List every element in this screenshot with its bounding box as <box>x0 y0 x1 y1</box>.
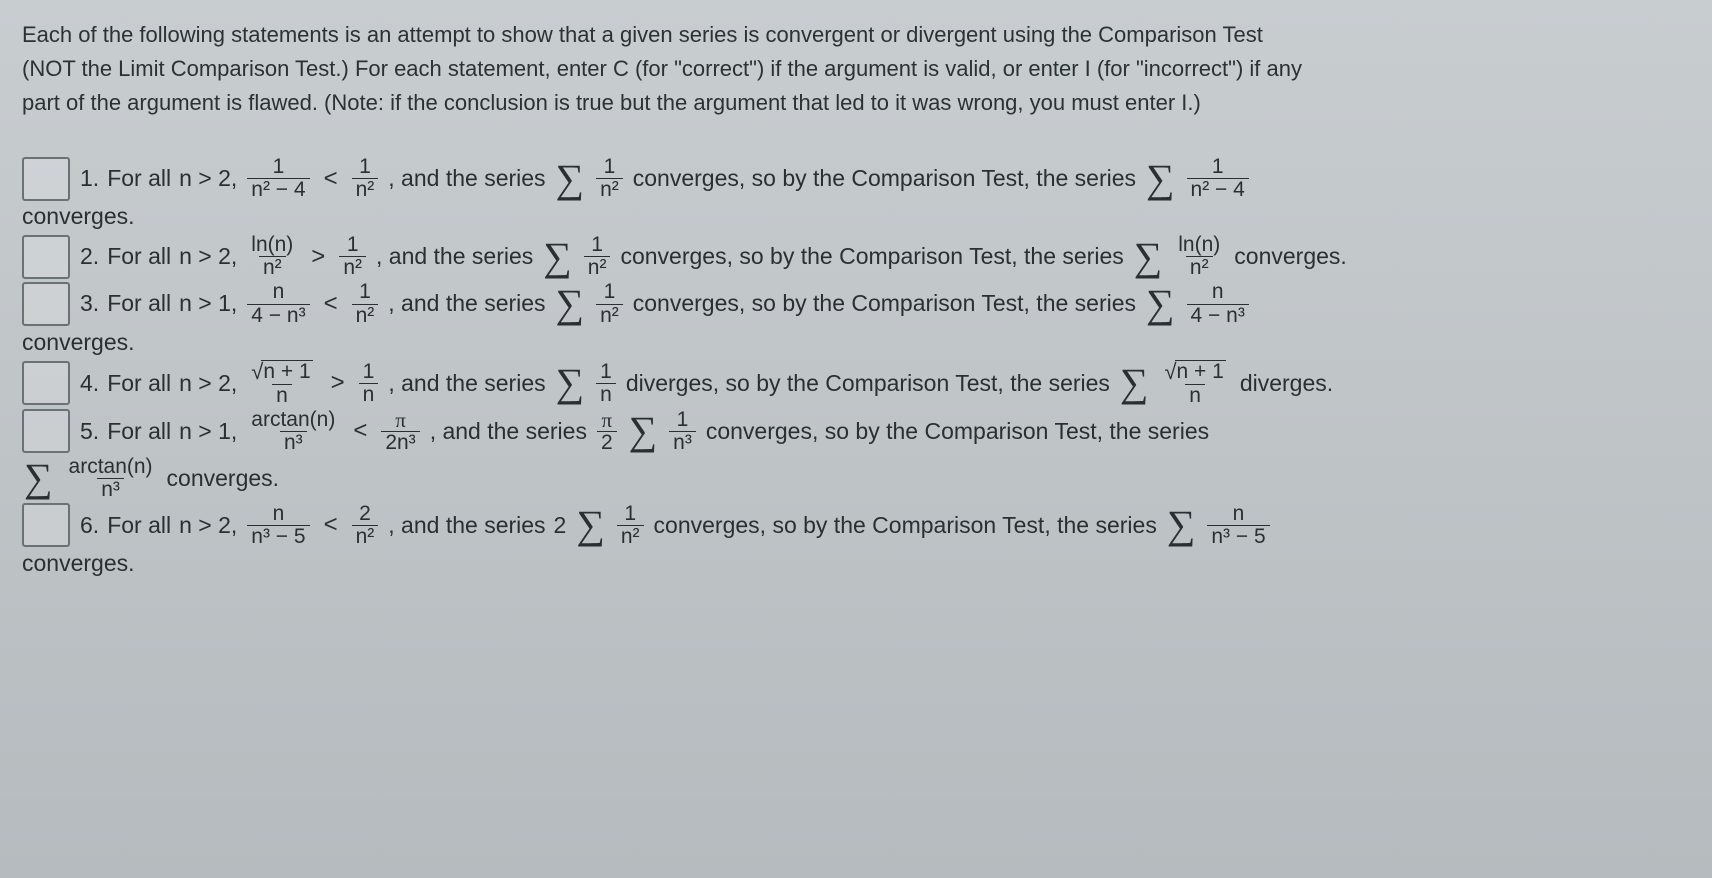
trail-inline: diverges. <box>1240 368 1333 399</box>
problem-3: 3. For all n > 1, n4 − n³ < 1n² , and th… <box>22 281 1690 326</box>
target-fraction: arctan(n)n³ <box>65 456 157 501</box>
answer-input-4[interactable] <box>22 361 70 405</box>
for-all-label: For all <box>107 416 171 447</box>
relation: < <box>324 163 338 195</box>
sigma-icon: ∑ <box>629 413 658 449</box>
problem-number: 4. <box>80 368 99 399</box>
lhs-fraction: 1n² − 4 <box>247 156 309 201</box>
verdict-label: converges, so by the Comparison Test, th… <box>633 288 1136 319</box>
answer-input-2[interactable] <box>22 235 70 279</box>
verdict-label: converges, so by the Comparison Test, th… <box>633 163 1136 194</box>
verdict-label: diverges, so by the Comparison Test, the… <box>626 368 1110 399</box>
problem-list: 1. For all n > 2, 1n² − 4 < 1n² , and th… <box>22 156 1690 577</box>
problem-number: 3. <box>80 288 99 319</box>
sigma-icon: ∑ <box>556 286 585 322</box>
pre-fraction: π2 <box>597 409 617 454</box>
and-series-label: , and the series <box>430 416 587 447</box>
verdict-label: converges, so by the Comparison Test, th… <box>620 241 1123 272</box>
rhs-fraction: π2n³ <box>381 409 419 454</box>
relation: > <box>331 367 345 399</box>
rhs-fraction: 1n² <box>339 234 366 279</box>
sigma-icon: ∑ <box>576 507 605 543</box>
for-all-label: For all <box>107 368 171 399</box>
target-fraction: ln(n)n² <box>1174 234 1224 279</box>
problem-6: 6. For all n > 2, nn³ − 5 < 2n² , and th… <box>22 503 1690 548</box>
sigma-icon: ∑ <box>1146 161 1175 197</box>
problem-number: 6. <box>80 510 99 541</box>
target-fraction: n + 1n <box>1160 360 1229 407</box>
rhs-fraction: 1n² <box>352 281 379 326</box>
problem-1: 1. For all n > 2, 1n² − 4 < 1n² , and th… <box>22 156 1690 201</box>
domain: n > 2, <box>179 510 237 541</box>
answer-input-5[interactable] <box>22 409 70 453</box>
lhs-fraction: n4 − n³ <box>247 281 309 326</box>
and-series-label: , and the series <box>388 288 545 319</box>
relation: < <box>324 509 338 541</box>
problem-2: 2. For all n > 2, ln(n)n² > 1n² , and th… <box>22 234 1690 279</box>
cmp-fraction: 1n² <box>596 281 623 326</box>
problem-number: 5. <box>80 416 99 447</box>
lhs-fraction: ln(n)n² <box>247 234 297 279</box>
sigma-icon: ∑ <box>1167 507 1196 543</box>
cmp-fraction: 1n² <box>617 503 644 548</box>
instructions: Each of the following statements is an a… <box>22 18 1690 120</box>
domain: n > 2, <box>179 163 237 194</box>
sigma-icon: ∑ <box>556 365 585 401</box>
cmp-fraction: 1n³ <box>669 409 696 454</box>
problem-4: 4. For all n > 2, n + 1n > 1n , and the … <box>22 360 1690 407</box>
rhs-fraction: 1n <box>359 361 379 406</box>
verdict-label: converges, so by the Comparison Test, th… <box>706 416 1209 447</box>
problem-number: 2. <box>80 241 99 272</box>
intro-line-2: (NOT the Limit Comparison Test.) For eac… <box>22 52 1690 86</box>
relation: > <box>311 241 325 273</box>
rhs-fraction: 2n² <box>352 503 379 548</box>
target-fraction: 1n² − 4 <box>1187 156 1249 201</box>
problem-5-continued: ∑ arctan(n)n³ converges. <box>22 456 1690 501</box>
target-fraction: nn³ − 5 <box>1207 503 1269 548</box>
and-series-label: , and the series <box>388 163 545 194</box>
sigma-icon: ∑ <box>556 161 585 197</box>
problem-5: 5. For all n > 1, arctan(n)n³ < π2n³ , a… <box>22 409 1690 454</box>
domain: n > 2, <box>179 368 237 399</box>
cmp-fraction: 1n² <box>596 156 623 201</box>
trail-6: converges. <box>22 550 1690 577</box>
trail-3: converges. <box>22 329 1690 356</box>
sigma-icon: ∑ <box>24 460 53 496</box>
answer-input-6[interactable] <box>22 503 70 547</box>
sigma-icon: ∑ <box>1134 239 1163 275</box>
intro-line-3: part of the argument is flawed. (Note: i… <box>22 86 1690 120</box>
relation: < <box>324 288 338 320</box>
for-all-label: For all <box>107 510 171 541</box>
and-series-label: , and the series <box>388 368 545 399</box>
sigma-icon: ∑ <box>1146 286 1175 322</box>
lhs-fraction: arctan(n)n³ <box>247 409 339 454</box>
target-fraction: n4 − n³ <box>1187 281 1249 326</box>
lhs-fraction: nn³ − 5 <box>247 503 309 548</box>
and-series-label: , and the series <box>388 510 545 541</box>
answer-input-3[interactable] <box>22 282 70 326</box>
for-all-label: For all <box>107 163 171 194</box>
for-all-label: For all <box>107 241 171 272</box>
problem-number: 1. <box>80 163 99 194</box>
lhs-fraction: n + 1n <box>247 360 316 407</box>
verdict-label: converges, so by the Comparison Test, th… <box>654 510 1157 541</box>
intro-line-1: Each of the following statements is an a… <box>22 18 1690 52</box>
sigma-icon: ∑ <box>543 239 572 275</box>
rhs-fraction: 1n² <box>352 156 379 201</box>
domain: n > 1, <box>179 416 237 447</box>
and-series-label: , and the series <box>376 241 533 272</box>
domain: n > 1, <box>179 288 237 319</box>
coef: 2 <box>554 510 567 541</box>
cmp-fraction: 1n <box>596 361 616 406</box>
answer-input-1[interactable] <box>22 157 70 201</box>
trail-inline: converges. <box>1234 241 1347 272</box>
trail-5: converges. <box>167 463 280 494</box>
for-all-label: For all <box>107 288 171 319</box>
sigma-icon: ∑ <box>1120 365 1149 401</box>
domain: n > 2, <box>179 241 237 272</box>
relation: < <box>353 415 367 447</box>
trail-1: converges. <box>22 203 1690 230</box>
cmp-fraction: 1n² <box>584 234 611 279</box>
